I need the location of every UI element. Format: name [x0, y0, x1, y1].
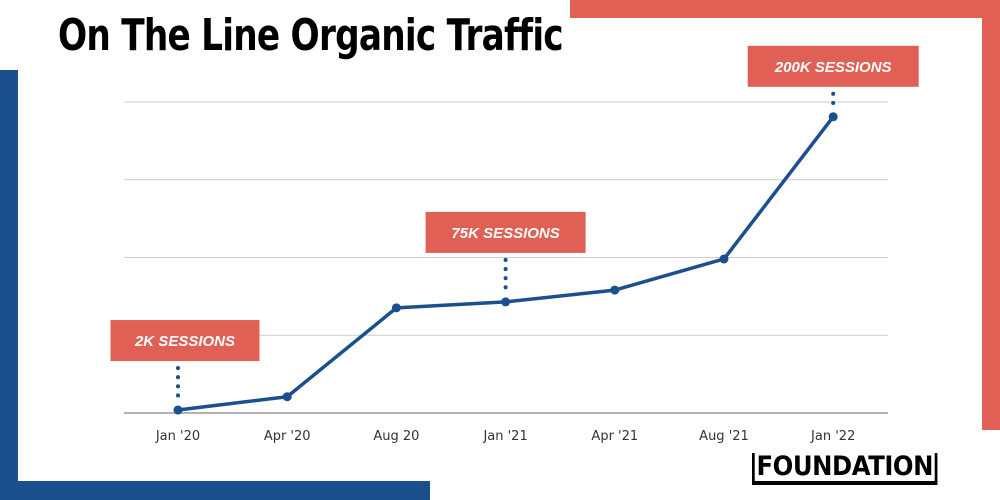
data-point: [501, 297, 511, 307]
annotation-box: [747, 45, 919, 87]
decor-bar-top-red: [570, 0, 1000, 18]
annotation-label: 2K SESSIONS: [134, 333, 235, 350]
data-point: [173, 405, 183, 415]
decor-bar-bottom-blue: [0, 481, 430, 500]
x-tick-label: Apr '21: [591, 429, 638, 444]
x-tick-label: Jan '20: [155, 429, 200, 444]
decor-bar-left-blue: [0, 70, 18, 500]
data-point: [391, 303, 401, 313]
foundation-logo: FOUNDATION: [752, 453, 938, 485]
x-tick-label: Aug 20: [373, 429, 419, 444]
x-tick-label: Jan '21: [482, 429, 527, 444]
x-tick-label: Aug '21: [699, 429, 749, 444]
data-point: [282, 392, 292, 402]
data-point: [610, 285, 620, 295]
annotation-label: 200K SESSIONS: [774, 59, 892, 76]
data-point: [828, 112, 838, 122]
chart-title: On The Line Organic Traffic: [58, 10, 564, 61]
decor-bar-right-red: [982, 0, 1000, 430]
x-tick-label: Apr '20: [264, 429, 311, 444]
annotation-box: [110, 320, 260, 362]
data-point: [719, 254, 729, 264]
x-tick-label: Jan '22: [810, 429, 855, 444]
annotation-label: 75K SESSIONS: [451, 225, 559, 242]
annotation-box: [425, 211, 586, 253]
series-line: [177, 115, 835, 412]
